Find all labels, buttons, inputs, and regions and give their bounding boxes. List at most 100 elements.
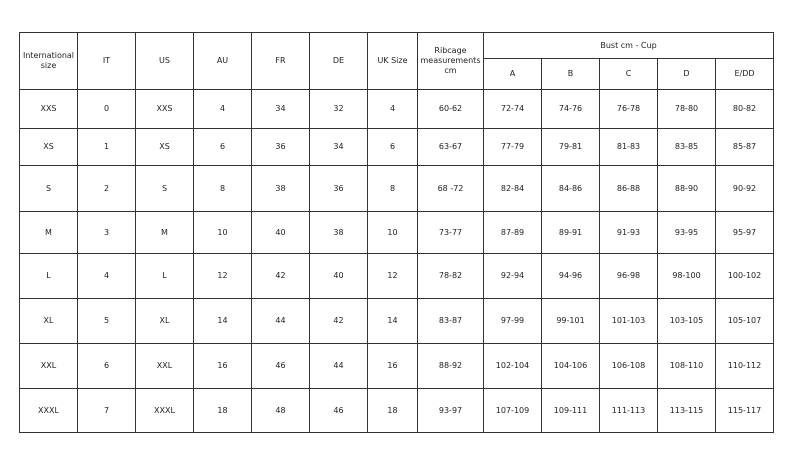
header-international-size: International size xyxy=(19,32,78,90)
table-cell: XS xyxy=(135,128,194,166)
table-cell: 105-107 xyxy=(715,298,774,344)
table-cell: XS xyxy=(19,128,78,166)
table-cell: 83-85 xyxy=(657,128,716,166)
table-cell: M xyxy=(19,211,78,254)
table-cell: 8 xyxy=(193,165,252,212)
table-cell: 38 xyxy=(251,165,310,212)
table-cell: 78-80 xyxy=(657,89,716,129)
table-cell: 81-83 xyxy=(599,128,658,166)
table-cell: 2 xyxy=(77,165,136,212)
table-cell: 100-102 xyxy=(715,253,774,299)
table-cell: 46 xyxy=(309,388,368,433)
table-cell: 3 xyxy=(77,211,136,254)
table-cell: 111-113 xyxy=(599,388,658,433)
table-cell: 91-93 xyxy=(599,211,658,254)
table-cell: 42 xyxy=(309,298,368,344)
table-cell: 4 xyxy=(77,253,136,299)
table-cell: S xyxy=(19,165,78,212)
table-cell: 10 xyxy=(193,211,252,254)
table-cell: 44 xyxy=(251,298,310,344)
table-cell: 77-79 xyxy=(483,128,542,166)
table-cell: 101-103 xyxy=(599,298,658,344)
table-cell: 82-84 xyxy=(483,165,542,212)
table-cell: 36 xyxy=(309,165,368,212)
table-cell: 93-97 xyxy=(417,388,484,433)
table-cell: XXXL xyxy=(19,388,78,433)
table-cell: 38 xyxy=(309,211,368,254)
table-cell: 34 xyxy=(309,128,368,166)
header-cup-d: D xyxy=(657,58,716,90)
table-cell: 78-82 xyxy=(417,253,484,299)
table-cell: 48 xyxy=(251,388,310,433)
table-cell: L xyxy=(135,253,194,299)
header-bust-cup: Bust cm - Cup xyxy=(483,32,774,59)
table-cell: 113-115 xyxy=(657,388,716,433)
table-cell: 88-90 xyxy=(657,165,716,212)
table-cell: XL xyxy=(19,298,78,344)
table-cell: 80-82 xyxy=(715,89,774,129)
table-cell: 108-110 xyxy=(657,343,716,389)
table-cell: 8 xyxy=(367,165,418,212)
table-cell: 94-96 xyxy=(541,253,600,299)
table-cell: 88-92 xyxy=(417,343,484,389)
table-cell: 73-77 xyxy=(417,211,484,254)
table-row: XS 1 XS 6 36 34 6 63-67 77-79 79-81 81-83 83-85 85-8… xyxy=(19,128,774,166)
table-row: M 3 M 10 40 38 10 73-77 87-89 89-91 91-93 93-95 95-9… xyxy=(19,211,774,254)
table-cell: XXXL xyxy=(135,388,194,433)
table-cell: 68 -72 xyxy=(417,165,484,212)
header-it: IT xyxy=(77,32,136,90)
table-cell: 5 xyxy=(77,298,136,344)
table-cell: 110-112 xyxy=(715,343,774,389)
table-cell: 86-88 xyxy=(599,165,658,212)
table-cell: 18 xyxy=(367,388,418,433)
size-chart-table: International size IT US AU FR DE UK Siz… xyxy=(19,32,774,433)
header-de: DE xyxy=(309,32,368,90)
table-cell: 107-109 xyxy=(483,388,542,433)
table-cell: 87-89 xyxy=(483,211,542,254)
table-cell: 42 xyxy=(251,253,310,299)
header-uk-size: UK Size xyxy=(367,32,418,90)
table-cell: 16 xyxy=(367,343,418,389)
table-row: XXS 0 XXS 4 34 32 4 60-62 72-74 74-76 76-78 78-80 80… xyxy=(19,89,774,129)
table-cell: 102-104 xyxy=(483,343,542,389)
table-cell: XXL xyxy=(19,343,78,389)
table-row: L 4 L 12 42 40 12 78-82 92-94 94-96 96-98 98-100 100… xyxy=(19,253,774,299)
table-cell: 4 xyxy=(193,89,252,129)
table-cell: 16 xyxy=(193,343,252,389)
table-cell: 32 xyxy=(309,89,368,129)
table-cell: 99-101 xyxy=(541,298,600,344)
table-cell: 115-117 xyxy=(715,388,774,433)
table-cell: 89-91 xyxy=(541,211,600,254)
header-us: US xyxy=(135,32,194,90)
table-cell: S xyxy=(135,165,194,212)
header-cup-b: B xyxy=(541,58,600,90)
table-cell: 83-87 xyxy=(417,298,484,344)
table-cell: 36 xyxy=(251,128,310,166)
table-cell: 10 xyxy=(367,211,418,254)
table-cell: 14 xyxy=(193,298,252,344)
table-cell: 74-76 xyxy=(541,89,600,129)
table-cell: 12 xyxy=(193,253,252,299)
table-cell: 7 xyxy=(77,388,136,433)
table-cell: XXL xyxy=(135,343,194,389)
table-cell: 0 xyxy=(77,89,136,129)
table-cell: 44 xyxy=(309,343,368,389)
table-cell: 14 xyxy=(367,298,418,344)
table-cell: 4 xyxy=(367,89,418,129)
table-cell: 97-99 xyxy=(483,298,542,344)
table-cell: 93-95 xyxy=(657,211,716,254)
table-cell: 60-62 xyxy=(417,89,484,129)
table-cell: 46 xyxy=(251,343,310,389)
header-cup-e-dd: E/DD xyxy=(715,58,774,90)
table-cell: XXS xyxy=(19,89,78,129)
table-cell: 6 xyxy=(193,128,252,166)
header-au: AU xyxy=(193,32,252,90)
table-cell: 40 xyxy=(309,253,368,299)
table-cell: 1 xyxy=(77,128,136,166)
table-cell: 103-105 xyxy=(657,298,716,344)
table-cell: 96-98 xyxy=(599,253,658,299)
table-cell: 95-97 xyxy=(715,211,774,254)
table-cell: 85-87 xyxy=(715,128,774,166)
table-row: XL 5 XL 14 44 42 14 83-87 97-99 99-101 101-103 103-… xyxy=(19,298,774,344)
header-cup-c: C xyxy=(599,58,658,90)
